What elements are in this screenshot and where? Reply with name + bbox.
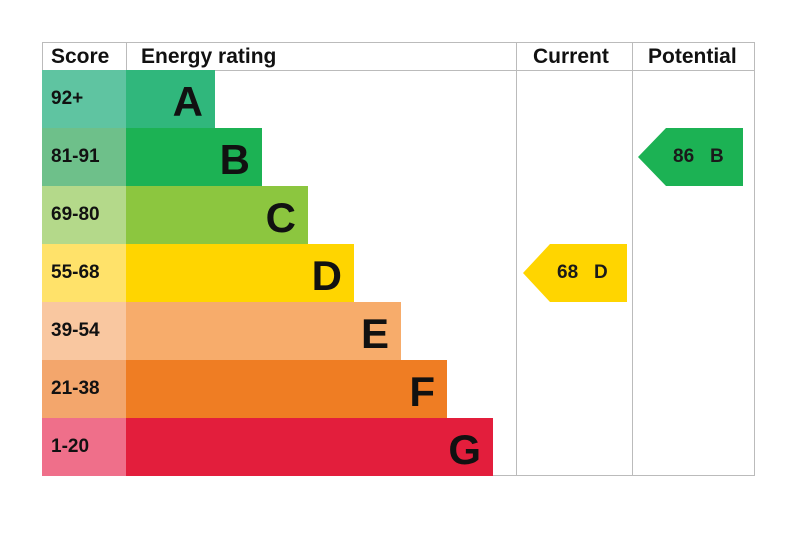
score-divider — [126, 42, 127, 70]
potential-divider — [632, 42, 633, 476]
rating-bar-d: D — [126, 244, 354, 302]
rating-letter: F — [409, 368, 435, 415]
rating-bar-a: A — [126, 70, 215, 128]
rating-letter: C — [265, 194, 296, 241]
header-divider — [42, 70, 754, 71]
rating-letter: D — [311, 252, 342, 299]
right-border — [754, 42, 755, 476]
current-divider — [516, 42, 517, 476]
rating-bar-f: F — [126, 360, 447, 418]
potential-rating-letter: B — [710, 146, 724, 167]
score-range-a: 92+ — [42, 70, 126, 128]
rating-bar-g: G — [126, 418, 493, 476]
energy-rating-header: Energy rating — [141, 45, 277, 68]
score-range-e: 39-54 — [42, 302, 126, 360]
rating-letter: G — [448, 426, 481, 473]
current-rating-value: 68 — [557, 262, 579, 283]
current-rating-letter: D — [594, 262, 608, 283]
rating-letter: A — [172, 78, 203, 125]
score-range-c: 69-80 — [42, 186, 126, 244]
rating-letter: B — [219, 136, 250, 183]
potential-rating-value: 86 — [673, 146, 695, 167]
current-rating-arrow: 68 D — [523, 244, 627, 302]
rating-bar-b: B — [126, 128, 262, 186]
potential-rating-arrow: 86 B — [638, 128, 743, 186]
rating-bar-c: C — [126, 186, 308, 244]
table-top-border — [42, 42, 754, 43]
score-range-b: 81-91 — [42, 128, 126, 186]
current-header: Current — [533, 45, 609, 68]
score-range-d: 55-68 — [42, 244, 126, 302]
rating-letter: E — [360, 310, 389, 357]
score-range-g: 1-20 — [42, 418, 126, 476]
score-range-f: 21-38 — [42, 360, 126, 418]
rating-bar-e: E — [126, 302, 401, 360]
score-header: Score — [51, 45, 110, 68]
potential-header: Potential — [648, 45, 737, 68]
